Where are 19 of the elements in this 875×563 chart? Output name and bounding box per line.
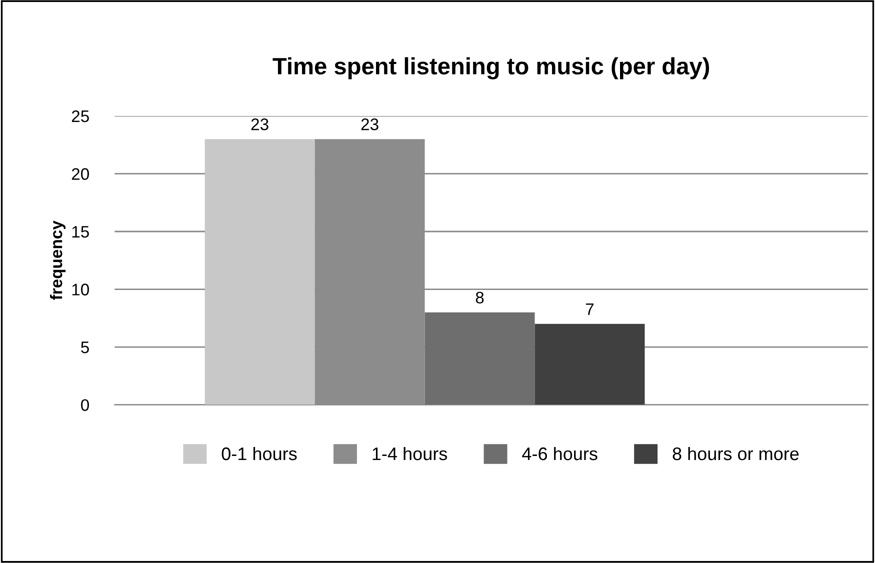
data-label: 7: [586, 303, 594, 315]
legend-label: 8 hours or more: [672, 446, 799, 460]
data-label: 23: [361, 118, 378, 130]
bar: [204, 139, 315, 405]
legend-label: 0-1 hours: [222, 446, 297, 460]
legend-label: 1-4 hours: [372, 446, 448, 460]
y-axis-title: frequency: [50, 220, 66, 300]
y-tick-label: 15: [72, 226, 89, 238]
bar: [534, 324, 645, 405]
y-tick-label: 25: [72, 110, 89, 122]
chart-title: Time spent listening to music (per day): [272, 57, 710, 80]
y-tick-label: 20: [72, 168, 89, 180]
bar: [424, 312, 535, 405]
y-tick-label: 0: [81, 399, 89, 411]
legend-label: 4-6 hours: [522, 446, 598, 460]
data-label: 8: [476, 292, 484, 304]
y-tick-label: 10: [72, 284, 89, 296]
data-label: 23: [251, 118, 268, 130]
y-tick-label: 5: [81, 342, 89, 354]
